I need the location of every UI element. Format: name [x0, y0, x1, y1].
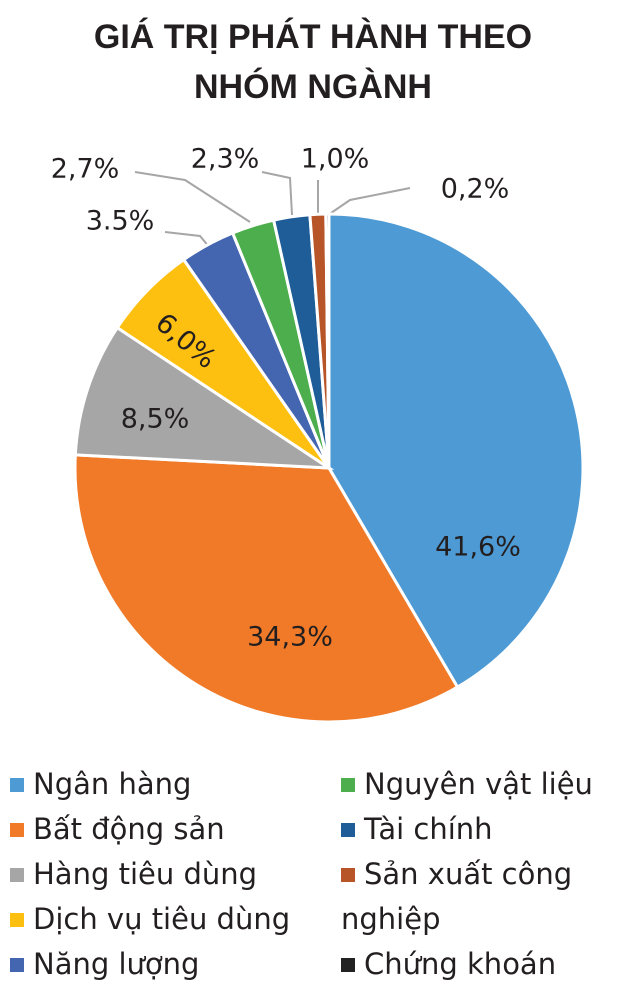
legend-label: Bất động sản	[33, 812, 225, 846]
chart-title: GIÁ TRỊ PHÁT HÀNH THEO NHÓM NGÀNH	[93, 18, 533, 106]
data-label: 34,3%	[247, 622, 333, 653]
leader-line	[134, 171, 251, 223]
legend-label: Dịch vụ tiêu dùng	[33, 902, 291, 936]
pie-slice	[327, 212, 585, 690]
legend-swatch	[10, 913, 24, 927]
legend-swatch	[10, 958, 24, 972]
data-label: 2,3%	[191, 144, 260, 175]
pie-slice	[324, 212, 331, 469]
legend-item: Nguyên vật liệu	[341, 762, 621, 807]
data-label: 41,6%	[435, 532, 521, 563]
data-label: 2,7%	[51, 154, 120, 185]
legend-swatch	[341, 778, 355, 792]
legend-column: Nguyên vật liệu Tài chính Sản xuất công ng…	[341, 762, 621, 987]
legend-swatch	[10, 778, 24, 792]
legend-swatch	[10, 823, 24, 837]
legend-label: Năng lượng	[33, 947, 200, 981]
legend-item: Dịch vụ tiêu dùng	[10, 897, 330, 942]
legend-item: Chứng khoán	[341, 942, 621, 987]
chart: 41,6%34,3%8,5%6,0%3.5%2,7% 2,3% 1,0%0,2%	[51, 144, 585, 724]
legend-column: Ngân hàng Bất động sản Hàng tiêu dùng Dịch …	[10, 762, 330, 987]
legend-label: Hàng tiêu dùng	[33, 857, 258, 891]
legend-swatch	[341, 958, 355, 972]
legend-label: Ngân hàng	[33, 767, 192, 801]
legend-label: Sản xuất công nghiệp	[341, 857, 573, 936]
legend-swatch	[341, 868, 355, 882]
legend-item: Tài chính	[341, 807, 621, 852]
leader-lines	[134, 171, 411, 249]
legend-item: Hàng tiêu dùng	[10, 852, 330, 897]
leader-line	[261, 171, 293, 216]
leader-line	[330, 187, 411, 214]
pie-slice	[73, 325, 335, 470]
data-label: 0,2%	[441, 174, 510, 205]
legend-item: Ngân hàng	[10, 762, 330, 807]
data-label: 3.5%	[86, 206, 155, 237]
data-label: 8,5%	[121, 404, 190, 435]
pie-slice	[73, 453, 460, 724]
legend-label: Tài chính	[364, 812, 493, 846]
legend-item: Sản xuất công nghiệp	[341, 852, 621, 942]
legend-swatch	[341, 823, 355, 837]
data-label: 1,0%	[301, 144, 370, 175]
legend-swatch	[10, 868, 24, 882]
legend-label: Nguyên vật liệu	[364, 767, 593, 801]
legend-label: Chứng khoán	[364, 947, 557, 981]
legend-item: Bất động sản	[10, 807, 330, 852]
legend-item: Năng lượng	[10, 942, 330, 987]
